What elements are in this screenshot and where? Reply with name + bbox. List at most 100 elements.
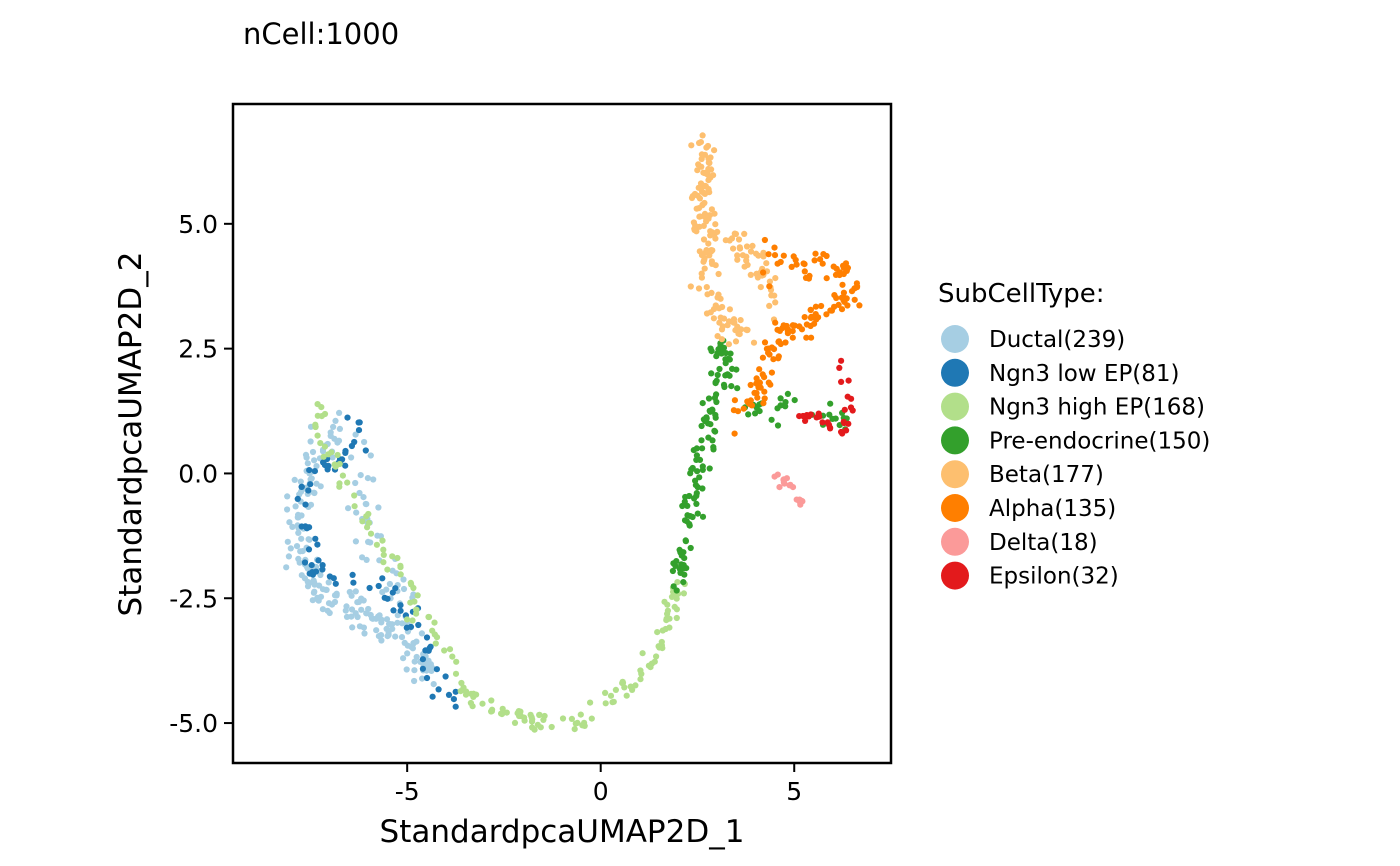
scatter-point	[730, 316, 738, 323]
scatter-point	[703, 218, 710, 225]
scatter-point	[362, 447, 369, 454]
scatter-point	[774, 422, 782, 429]
scatter-point	[425, 613, 432, 621]
scatter-point	[687, 470, 694, 477]
scatter-point	[712, 221, 719, 228]
x-axis-ticks: -5 0 5	[395, 763, 802, 806]
scatter-point	[791, 397, 798, 404]
legend-item: Alpha(135)	[941, 494, 1116, 522]
scatter-point	[602, 689, 609, 697]
scatter-point	[390, 607, 397, 614]
scatter-point	[689, 193, 696, 200]
scatter-point	[693, 500, 700, 507]
scatter-point	[701, 255, 708, 262]
scatter-point	[702, 183, 709, 190]
scatter-point	[711, 210, 718, 217]
scatter-point	[780, 252, 787, 259]
scatter-point	[802, 417, 809, 424]
scatter-point	[326, 573, 333, 580]
scatter-point	[838, 294, 845, 301]
legend-item: Beta(177)	[941, 460, 1104, 489]
scatter-point	[351, 438, 358, 446]
scatter-point	[339, 456, 346, 463]
legend: SubCellType: Ductal(239) Ngn3 low EP(81) N…	[938, 279, 1210, 590]
scatter-point	[294, 495, 301, 502]
scatter-point	[844, 393, 851, 400]
scatter-point	[707, 345, 714, 352]
scatter-point	[820, 251, 827, 258]
scatter-point	[786, 482, 793, 489]
scatter-point	[433, 634, 441, 641]
scatter-point	[418, 630, 425, 637]
scatter-point	[359, 518, 366, 525]
scatter-point	[394, 612, 401, 619]
scatter-point	[353, 509, 360, 516]
scatter-point	[349, 571, 356, 579]
scatter-point	[654, 629, 661, 636]
scatter-point	[832, 415, 839, 422]
scatter-point	[760, 269, 767, 276]
scatter-point	[411, 598, 418, 605]
scatter-point	[836, 364, 843, 371]
scatter-point	[673, 606, 681, 613]
scatter-point	[819, 260, 826, 267]
scatter-point	[284, 506, 291, 513]
scatter-point	[777, 395, 784, 402]
scatter-point	[720, 315, 728, 322]
scatter-point	[692, 477, 699, 484]
scatter-point	[389, 567, 396, 574]
scatter-point	[679, 502, 686, 510]
scatter-point	[849, 407, 856, 414]
scatter-point	[664, 607, 672, 614]
scatter-point	[415, 621, 422, 629]
scatter-point	[352, 538, 359, 545]
scatter-point	[708, 370, 715, 377]
scatter-point	[581, 722, 588, 730]
scatter-point	[441, 647, 448, 654]
scatter-point	[856, 302, 863, 309]
scatter-point	[730, 407, 738, 414]
scatter-point	[699, 466, 706, 473]
legend-swatch	[941, 561, 969, 590]
scatter-point	[749, 242, 756, 249]
scatter-point	[714, 294, 721, 301]
scatter-point	[807, 306, 814, 313]
scatter-point	[763, 260, 770, 267]
scatter-point	[823, 311, 830, 318]
scatter-point	[355, 427, 363, 434]
scatter-point	[639, 650, 646, 657]
scatter-point	[379, 589, 386, 596]
scatter-point	[380, 546, 387, 553]
scatter-point	[687, 283, 694, 290]
scatter-point	[731, 397, 739, 404]
scatter-point	[756, 366, 763, 373]
scatter-point	[761, 388, 768, 395]
y-tick-label: -5.0	[169, 709, 218, 738]
scatter-point	[704, 168, 711, 175]
scatter-point	[373, 541, 380, 548]
scatter-point	[363, 513, 370, 520]
scatter-point	[325, 451, 332, 458]
scatter-point	[710, 172, 717, 179]
scatter-point	[707, 408, 714, 415]
scatter-point	[365, 538, 372, 546]
scatter-point	[765, 379, 772, 386]
scatter-point	[714, 350, 721, 357]
scatter-point	[389, 553, 396, 560]
scatter-point	[298, 572, 305, 579]
scatter-point	[386, 580, 393, 588]
legend-label: Pre-endocrine(150)	[989, 428, 1210, 454]
scatter-point	[681, 555, 688, 562]
scatter-point	[442, 673, 449, 680]
x-tick-label: 5	[786, 777, 802, 806]
scatter-point	[772, 299, 779, 306]
scatter-point	[344, 479, 351, 486]
scatter-point	[711, 147, 718, 154]
scatter-point	[739, 252, 747, 259]
scatter-point	[784, 390, 792, 397]
scatter-point	[319, 562, 326, 569]
scatter-point	[793, 261, 800, 268]
scatter-point	[705, 240, 712, 247]
scatter-point	[331, 592, 339, 599]
scatter-point	[708, 247, 715, 254]
